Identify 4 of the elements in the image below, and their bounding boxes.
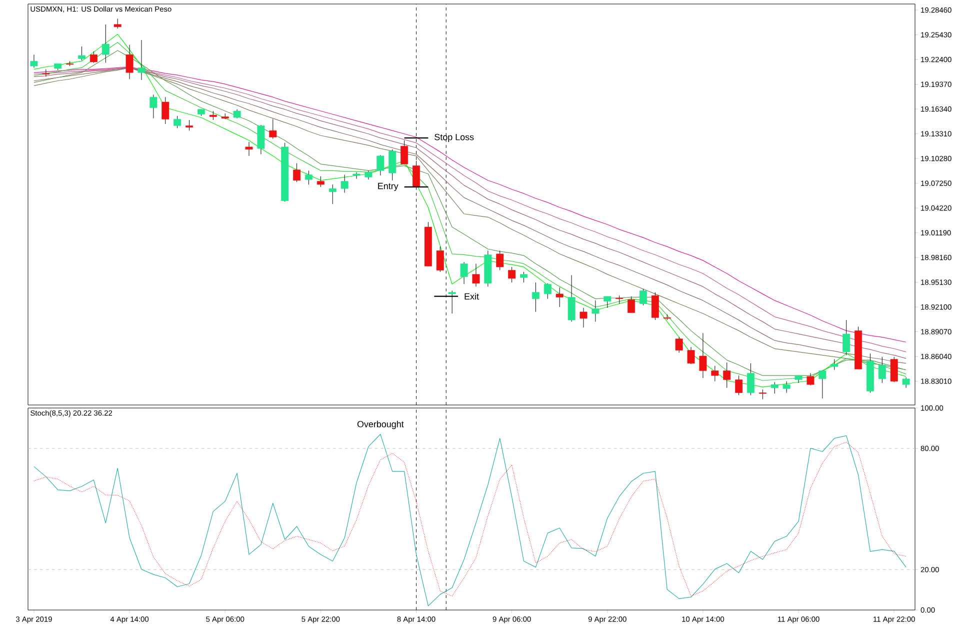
annotation: Overbought: [357, 420, 404, 430]
annotation: Stop Loss: [434, 134, 474, 142]
annotation: Entry: [378, 182, 398, 191]
annotation: Exit: [464, 293, 479, 300]
